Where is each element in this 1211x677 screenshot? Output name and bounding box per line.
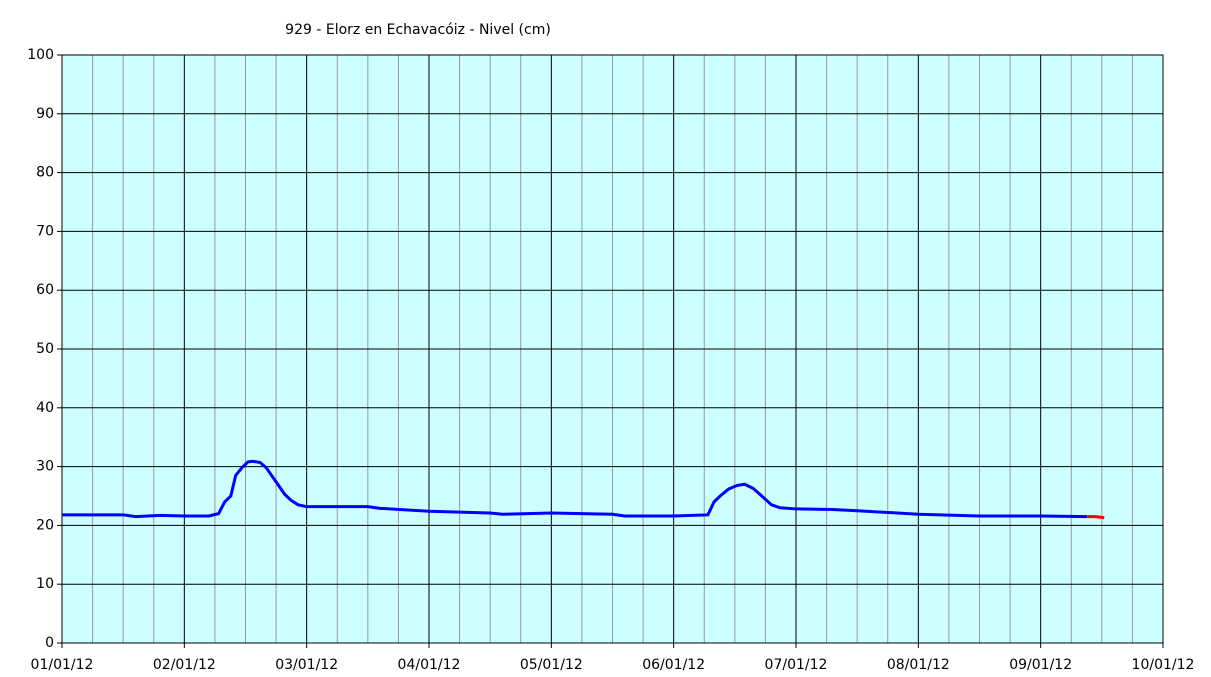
y-tick-label: 30 <box>36 459 54 475</box>
y-tick-label: 50 <box>36 341 54 357</box>
y-tick-label: 80 <box>36 165 54 181</box>
plot-border <box>61 54 1164 644</box>
x-tick-label: 01/01/12 <box>31 657 94 673</box>
y-tick-label: 40 <box>36 400 54 416</box>
y-tick-label: 60 <box>36 282 54 298</box>
x-tick-label: 04/01/12 <box>398 657 461 673</box>
x-tick-label: 05/01/12 <box>520 657 583 673</box>
y-tick-label: 10 <box>36 576 54 592</box>
x-tick-label: 09/01/12 <box>1009 657 1072 673</box>
y-tick-label: 70 <box>36 223 54 239</box>
series-line <box>62 459 1088 519</box>
x-tick-label: 06/01/12 <box>642 657 705 673</box>
chart-title: 929 - Elorz en Echavacóiz - Nivel (cm) <box>285 22 551 38</box>
y-tick-label: 90 <box>36 106 54 122</box>
x-tick-label: 02/01/12 <box>153 657 216 673</box>
x-tick-label: 08/01/12 <box>887 657 950 673</box>
x-tick-label: 10/01/12 <box>1132 657 1195 673</box>
x-tick-label: 03/01/12 <box>275 657 338 673</box>
y-tick-label: 100 <box>27 47 54 63</box>
x-tick-label: 07/01/12 <box>765 657 828 673</box>
series-line <box>1087 515 1105 520</box>
y-tick-label: 0 <box>45 635 54 651</box>
y-tick-label: 20 <box>36 517 54 533</box>
